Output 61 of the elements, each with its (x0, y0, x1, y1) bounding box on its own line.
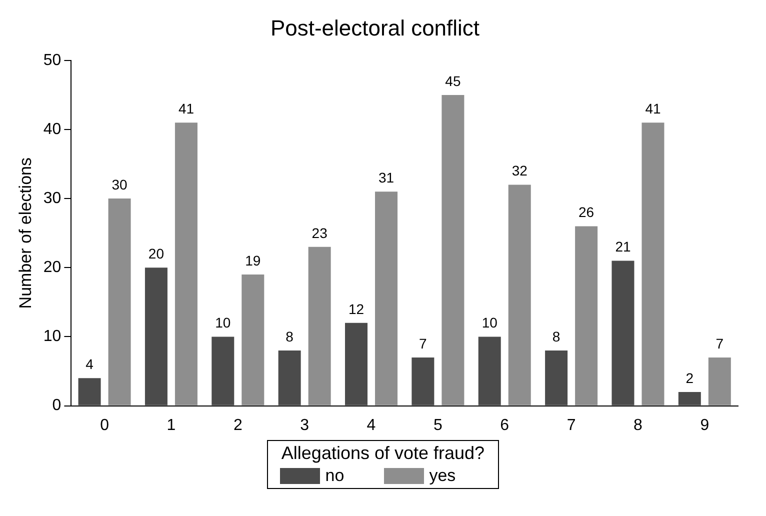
data-label: 10 (215, 314, 231, 331)
bar (242, 274, 264, 406)
x-tick-label: 2 (233, 416, 242, 434)
legend-title: Allegations of vote fraud? (280, 443, 486, 464)
bar (308, 246, 331, 406)
data-label: 21 (615, 238, 631, 255)
data-label: 8 (286, 328, 294, 344)
y-tick-label: 10 (43, 328, 62, 346)
x-tick-label: 8 (634, 416, 643, 434)
data-label: 7 (716, 335, 724, 352)
x-tick-label: 6 (500, 416, 510, 434)
data-label: 7 (419, 335, 428, 352)
data-label: 45 (445, 72, 461, 89)
bar (212, 336, 234, 406)
bar (174, 122, 198, 406)
bar (78, 378, 101, 406)
bar (345, 322, 368, 406)
bar (375, 192, 398, 406)
chart-title: Post-electoral conflict (270, 15, 480, 40)
x-tick-label: 0 (100, 416, 110, 434)
data-label: 12 (348, 300, 364, 317)
data-label: 26 (578, 204, 594, 220)
data-label: 32 (512, 162, 528, 179)
data-label: 19 (245, 252, 261, 268)
data-label: 20 (148, 246, 164, 262)
data-label: 4 (86, 356, 94, 372)
x-tick-label: 7 (566, 416, 576, 434)
legend-label: yes (429, 466, 456, 486)
x-tick-label: 3 (300, 416, 310, 434)
bar (442, 94, 464, 406)
data-label: 8 (552, 328, 560, 344)
legend-label: no (325, 466, 344, 486)
bar (478, 336, 501, 406)
bar (708, 357, 731, 406)
x-tick-label: 4 (366, 416, 376, 434)
bar (575, 226, 598, 406)
y-axis-title: Number of elections (16, 158, 35, 309)
data-label: 30 (112, 176, 128, 192)
data-label: 41 (178, 100, 194, 116)
data-label: 23 (312, 224, 328, 241)
data-label: 10 (482, 314, 498, 331)
bar (412, 357, 434, 406)
bar (144, 268, 168, 406)
y-tick-label: 50 (43, 52, 62, 69)
x-tick-label: 5 (433, 416, 442, 434)
bar (508, 184, 531, 406)
bar (612, 260, 634, 406)
bar (678, 392, 701, 406)
bar (278, 350, 301, 406)
bar (642, 122, 664, 406)
y-tick-label: 30 (43, 190, 62, 207)
data-label: 41 (645, 100, 661, 116)
bar (545, 350, 568, 406)
x-tick-label: 9 (700, 416, 710, 434)
data-label: 2 (686, 370, 694, 386)
y-tick-label: 0 (52, 397, 62, 414)
bar (108, 198, 131, 406)
y-tick-label: 20 (43, 259, 62, 276)
x-tick-label: 1 (166, 416, 176, 434)
data-label: 31 (378, 170, 394, 186)
y-tick-label: 40 (43, 120, 62, 138)
